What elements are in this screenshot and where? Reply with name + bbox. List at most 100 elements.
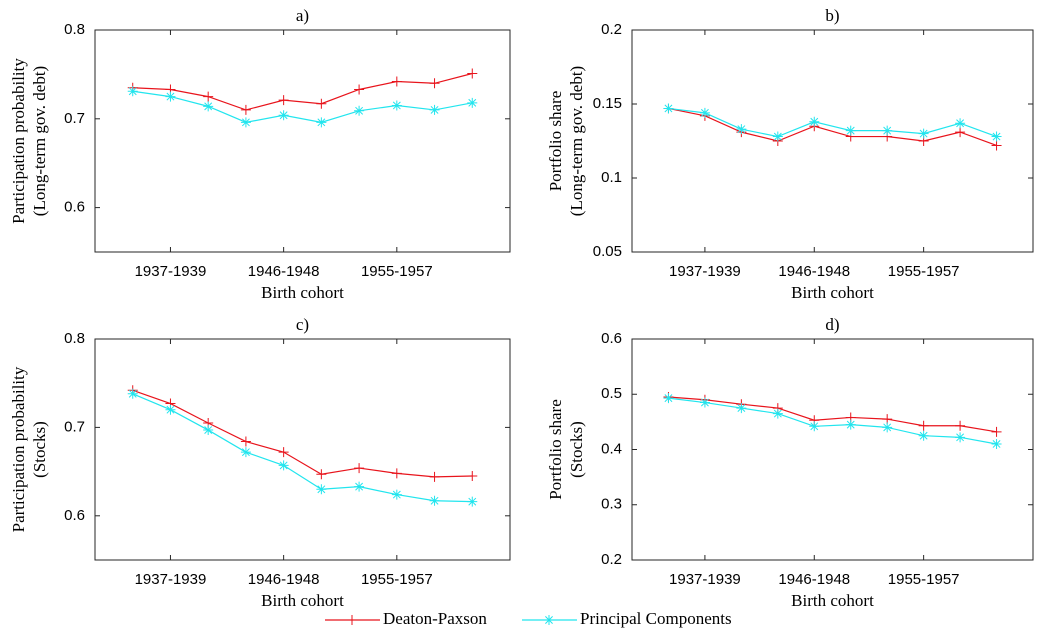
star-marker	[127, 388, 138, 399]
star-marker	[845, 125, 856, 136]
subplot: b) 0.05 0.1 0.15 0.2 1937-1939 1946-1948 1955-1…	[546, 6, 1034, 302]
star-marker	[240, 117, 251, 128]
star-marker	[699, 107, 710, 118]
y-tick-label: 0.7	[64, 418, 85, 435]
star-marker	[165, 404, 176, 415]
plus-marker	[354, 84, 365, 95]
plus-marker	[240, 104, 251, 115]
star-marker	[316, 117, 327, 128]
y-tick-label: 0.2	[601, 21, 622, 38]
y-tick-label: 0.6	[601, 330, 622, 347]
x-axis-label: Birth cohort	[261, 283, 344, 302]
plus-marker	[429, 471, 440, 482]
star-marker	[240, 447, 251, 458]
y-tick-label: 0.8	[64, 21, 85, 38]
x-tick-label: 1946-1948	[248, 263, 320, 280]
star-marker	[467, 496, 478, 507]
y-tick-label: 0.6	[64, 507, 85, 524]
legend-label: Deaton-Paxson	[383, 609, 487, 628]
x-tick-label: 1937-1939	[135, 263, 207, 280]
series-line	[132, 90, 473, 123]
subplot: c) 0.6 0.7 0.8 1937-1939 1946-1948 1955-1957 Bi…	[9, 315, 511, 610]
plus-marker	[391, 76, 402, 87]
star-marker	[544, 615, 554, 625]
plus-marker	[955, 127, 966, 138]
y-tick-label: 0.2	[601, 551, 622, 568]
star-marker	[845, 419, 856, 430]
y-axis-label: Portfolio share	[546, 91, 565, 192]
star-marker	[955, 118, 966, 129]
x-axis-label: Birth cohort	[261, 591, 344, 610]
star-marker	[467, 97, 478, 108]
x-axis-label: Birth cohort	[791, 283, 874, 302]
y-tick-label: 0.6	[64, 199, 85, 216]
subplot-title: c)	[296, 315, 309, 334]
star-marker	[809, 116, 820, 127]
star-marker	[316, 484, 327, 495]
y-tick-label: 0.05	[593, 243, 622, 260]
star-marker	[882, 422, 893, 433]
series-line	[668, 107, 997, 147]
star-marker	[165, 91, 176, 102]
plus-marker	[203, 91, 214, 102]
y-tick-label: 0.5	[601, 385, 622, 402]
x-tick-label: 1955-1957	[361, 571, 433, 588]
star-marker	[772, 131, 783, 142]
plus-marker	[278, 447, 289, 458]
plus-marker	[347, 615, 357, 625]
star-marker	[991, 131, 1002, 142]
y-axis-label: (Stocks)	[30, 421, 49, 478]
x-tick-label: 1937-1939	[669, 571, 741, 588]
subplot-title: b)	[825, 6, 839, 25]
subplot: a) 0.6 0.7 0.8 1937-1939 1946-1948 1955-1957 Bi…	[9, 6, 511, 302]
y-axis-label: Participation probability	[9, 58, 28, 224]
star-marker	[772, 408, 783, 419]
star-marker	[918, 430, 929, 441]
star-marker	[663, 103, 674, 114]
star-marker	[955, 432, 966, 443]
plot-area	[94, 338, 511, 561]
x-tick-label: 1955-1957	[888, 571, 960, 588]
star-marker	[278, 460, 289, 471]
y-tick-label: 0.4	[601, 440, 622, 457]
subplot: d) 0.2 0.3 0.4 0.5 0.6 1937-1939 1946-1948 1955-…	[546, 315, 1034, 610]
y-axis-label: Participation probability	[9, 366, 28, 532]
star-marker	[663, 393, 674, 404]
plus-marker	[991, 140, 1002, 151]
legend: Deaton-Paxson Principal Components	[325, 609, 732, 628]
star-marker	[354, 481, 365, 492]
star-marker	[918, 128, 929, 139]
y-axis-label: (Long-term gov. debt)	[30, 66, 49, 216]
plus-marker	[429, 78, 440, 89]
y-tick-label: 0.1	[601, 169, 622, 186]
star-marker	[991, 438, 1002, 449]
star-marker	[809, 421, 820, 432]
plus-marker	[316, 98, 327, 109]
plus-marker	[955, 420, 966, 431]
star-marker	[882, 125, 893, 136]
plus-marker	[278, 95, 289, 106]
series-line	[668, 397, 997, 445]
subplot-title: d)	[825, 315, 839, 334]
x-tick-label: 1955-1957	[888, 263, 960, 280]
y-axis-label: (Long-term gov. debt)	[567, 66, 586, 216]
y-tick-label: 0.3	[601, 496, 622, 513]
star-marker	[203, 425, 214, 436]
series-line	[132, 389, 473, 478]
x-tick-label: 1946-1948	[778, 263, 850, 280]
x-tick-label: 1946-1948	[248, 571, 320, 588]
y-tick-label: 0.7	[64, 110, 85, 127]
plus-marker	[467, 68, 478, 79]
plot-area	[631, 29, 1034, 253]
plus-marker	[240, 436, 251, 447]
star-marker	[391, 100, 402, 111]
y-axis-label: (Stocks)	[567, 421, 586, 478]
x-tick-label: 1937-1939	[669, 263, 741, 280]
plus-marker	[354, 463, 365, 474]
series-line	[668, 107, 997, 138]
plus-marker	[467, 471, 478, 482]
y-tick-label: 0.8	[64, 330, 85, 347]
y-tick-label: 0.15	[593, 95, 622, 112]
star-marker	[354, 105, 365, 116]
